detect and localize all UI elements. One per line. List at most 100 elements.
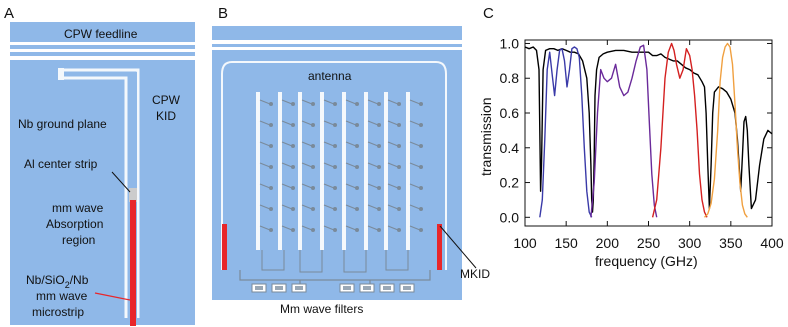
- b-feedline-ground: [212, 44, 462, 47]
- x-tick-label: 100: [513, 235, 537, 251]
- slot-feed: [323, 225, 335, 231]
- slot-feed: [323, 183, 335, 189]
- antenna-label: antenna: [308, 69, 352, 83]
- x-tick-label: 200: [596, 235, 620, 251]
- slot-node: [333, 165, 337, 169]
- slot-feed: [387, 99, 399, 105]
- b-substrate: [212, 50, 462, 300]
- slot-feed: [281, 99, 293, 105]
- slot-node: [311, 165, 315, 169]
- feedline-ground: [10, 45, 195, 49]
- slot-node: [291, 144, 295, 148]
- slot-node: [419, 102, 423, 106]
- slot-feed: [367, 183, 379, 189]
- filter-core: [363, 286, 371, 290]
- slot-feed: [301, 120, 313, 126]
- slot-feed: [259, 162, 271, 168]
- absorber-strip: [130, 200, 136, 326]
- antenna-slot: [320, 92, 324, 250]
- slot-feed: [323, 120, 335, 126]
- slot-feed: [301, 204, 313, 210]
- antenna-slot: [278, 92, 282, 250]
- mm-wave-filter-array: [251, 283, 415, 293]
- slot-node: [311, 207, 315, 211]
- ground-plane: [10, 60, 195, 325]
- slot-node: [355, 186, 359, 190]
- cpw-slot-outer: [62, 68, 140, 318]
- slot-node: [355, 165, 359, 169]
- slot-feed: [281, 162, 293, 168]
- center-strip-label: Al center strip: [24, 157, 98, 171]
- slot-node: [355, 123, 359, 127]
- slot-feed: [409, 99, 421, 105]
- filter-core: [255, 286, 263, 290]
- slot-node: [269, 123, 273, 127]
- slot-node: [333, 207, 337, 211]
- combiner-trace: [385, 250, 409, 271]
- slot-feed: [367, 141, 379, 147]
- slot-node: [355, 228, 359, 232]
- slot-node: [397, 207, 401, 211]
- absorption-label-3: region: [62, 233, 95, 247]
- slot-node: [291, 123, 295, 127]
- filter-core: [295, 286, 303, 290]
- slot-node: [333, 144, 337, 148]
- slot-feed: [345, 162, 357, 168]
- slot-node: [419, 207, 423, 211]
- filters-label: Mm wave filters: [280, 302, 363, 316]
- microstrip-label-2: mm wave: [36, 289, 88, 303]
- combiner-trace: [299, 250, 323, 273]
- slot-feed: [259, 225, 271, 231]
- slot-node: [397, 102, 401, 106]
- slot-feed: [301, 225, 313, 231]
- feedline-body: [10, 22, 195, 42]
- panel-b-letter: B: [218, 5, 228, 22]
- slot-node: [355, 207, 359, 211]
- slot-node: [377, 144, 381, 148]
- panel-a-device: [10, 22, 195, 326]
- slot-feed: [323, 141, 335, 147]
- y-tick-label: 0.0: [500, 209, 520, 225]
- slot-node: [397, 123, 401, 127]
- slot-node: [377, 165, 381, 169]
- antenna-slot: [384, 92, 388, 250]
- y-axis-ticks: 0.0 0.2 0.4 0.6 0.8 1.0: [500, 35, 772, 225]
- b-feedline: [212, 26, 462, 40]
- y-tick-label: 0.2: [500, 175, 520, 191]
- slot-node: [419, 228, 423, 232]
- slot-feed: [409, 120, 421, 126]
- mkid-strip-left: [222, 224, 227, 270]
- slot-node: [269, 102, 273, 106]
- microstrip-label-3: microstrip: [32, 305, 84, 319]
- slot-feed: [281, 141, 293, 147]
- feedline-label: CPW feedline: [64, 27, 138, 41]
- antenna-slot: [406, 92, 410, 250]
- slot-node: [377, 207, 381, 211]
- slot-feed: [387, 225, 399, 231]
- absorption-label-1: mm wave: [52, 201, 104, 215]
- filter-core: [343, 286, 351, 290]
- plot-frame: [524, 39, 773, 227]
- slot-feed: [345, 120, 357, 126]
- slot-feed: [409, 141, 421, 147]
- slot-feed: [387, 204, 399, 210]
- slot-node: [333, 228, 337, 232]
- filter-core: [275, 286, 283, 290]
- x-tick-label: 400: [760, 235, 784, 251]
- x-axis-label: frequency (GHz): [595, 253, 698, 269]
- cpw-slot-inner: [62, 76, 128, 318]
- slot-feed: [367, 225, 379, 231]
- microstrip-label-1: Nb/SiO2/Nb: [26, 273, 89, 290]
- slot-node: [291, 102, 295, 106]
- slot-feed: [409, 183, 421, 189]
- slot-feed: [409, 225, 421, 231]
- pointer-center-strip: [111, 171, 131, 193]
- series-line-1: [524, 46, 773, 213]
- antenna-slot-array: [256, 92, 423, 273]
- slot-node: [419, 186, 423, 190]
- panel-b-device: [212, 26, 477, 300]
- slot-node: [311, 186, 315, 190]
- slot-feed: [367, 162, 379, 168]
- slot-feed: [367, 204, 379, 210]
- slot-feed: [345, 183, 357, 189]
